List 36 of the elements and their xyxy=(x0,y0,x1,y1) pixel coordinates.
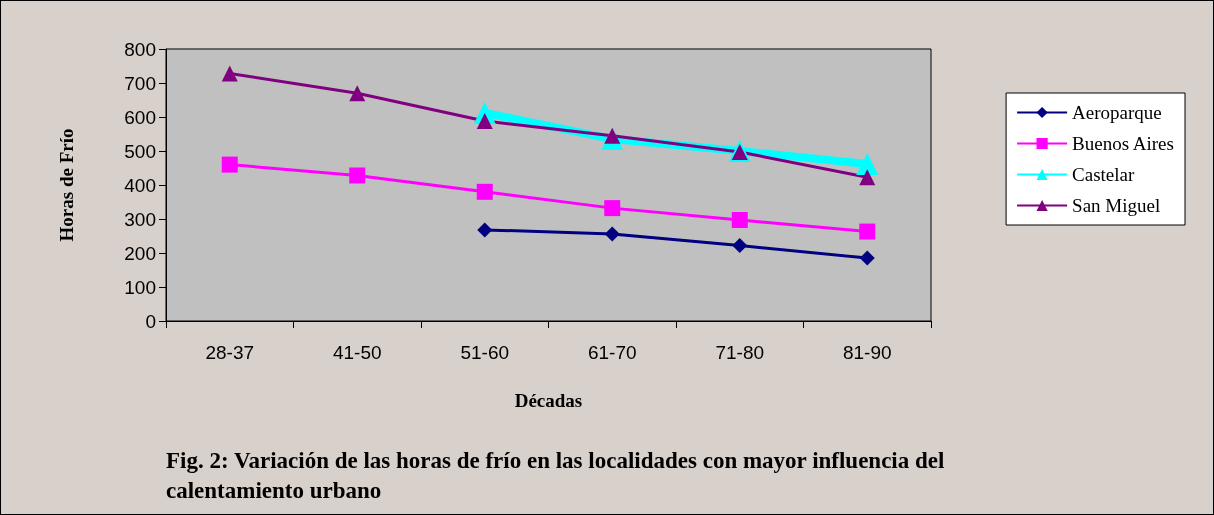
y-tick-label: 600 xyxy=(124,106,156,128)
y-tick-label: 200 xyxy=(124,242,156,264)
point xyxy=(859,250,875,266)
point xyxy=(859,169,876,186)
point xyxy=(732,238,748,254)
y-tick-label: 500 xyxy=(124,140,156,162)
point xyxy=(477,222,493,238)
point xyxy=(476,183,493,200)
y-tick-label: 700 xyxy=(124,72,156,94)
text: Fig. 2: Variación de las horas de frío en las localidades con mayor influencia del calentamiento urbano xyxy=(166,447,951,503)
point xyxy=(604,200,621,217)
x-tick-label: 51-60 xyxy=(460,342,510,363)
y-axis-title: Horas de Frío xyxy=(56,128,77,242)
x-tick-label: 41-50 xyxy=(332,342,382,363)
y-tick-label: 400 xyxy=(124,174,156,196)
point xyxy=(859,223,876,240)
point xyxy=(349,85,366,102)
point xyxy=(221,156,238,173)
y-tick-label: 0 xyxy=(145,310,156,332)
y-tick-label: 100 xyxy=(124,276,156,298)
x-tick-label: 71-80 xyxy=(715,342,765,363)
point xyxy=(221,65,238,82)
legend-label: Aeroparque xyxy=(1072,102,1162,123)
point xyxy=(856,152,879,175)
y-tick-label: 800 xyxy=(124,38,156,60)
x-tick-label: 81-90 xyxy=(842,342,892,363)
x-tick-label: 28-37 xyxy=(205,342,255,363)
legend-label: Buenos Aires xyxy=(1072,133,1174,154)
point xyxy=(604,226,620,242)
y-tick-label: 300 xyxy=(124,208,156,230)
legend-label: San Miguel xyxy=(1072,195,1161,216)
point xyxy=(349,167,366,184)
point xyxy=(731,212,748,229)
x-axis-title: Décadas xyxy=(514,390,583,411)
x-tick-label: 61-70 xyxy=(587,342,637,363)
legend-label: Castelar xyxy=(1072,164,1136,185)
